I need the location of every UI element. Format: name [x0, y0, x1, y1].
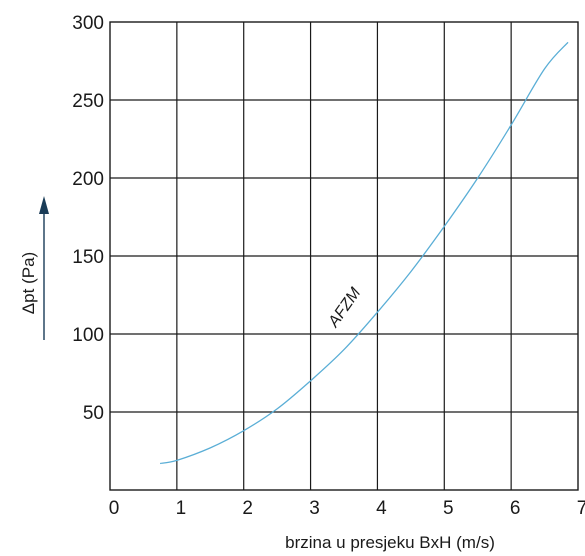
x-tick-label: 4 — [376, 498, 387, 519]
y-tick-label: 250 — [72, 91, 104, 112]
x-tick-label: 6 — [510, 498, 521, 519]
series-line-afzm — [159, 41, 569, 465]
x-tick-label: 7 — [577, 498, 585, 519]
y-axis-title: Δpt (Pa) — [19, 252, 38, 314]
x-tick-label: 1 — [176, 498, 187, 519]
x-tick-label: 3 — [309, 498, 320, 519]
x-tick-label: 0 — [109, 498, 120, 519]
x-tick-label: 5 — [443, 498, 454, 519]
y-tick-label: 300 — [72, 13, 104, 34]
y-tick-label: 200 — [72, 169, 104, 190]
y-tick-label: 150 — [72, 247, 104, 268]
series-label-afzm: AFZM — [325, 284, 365, 331]
y-tick-label: 50 — [83, 403, 104, 424]
x-axis-title: brzina u presjeku BxH (m/s) — [285, 533, 495, 552]
x-tick-label: 2 — [242, 498, 253, 519]
plot-frame — [109, 21, 579, 491]
y-tick-label: 100 — [72, 325, 104, 346]
tick-labels: 0 1 2 3 4 5 6 7 50 100 150 200 250 300 — [72, 13, 585, 519]
y-axis-arrowhead — [39, 196, 49, 214]
grid — [110, 22, 578, 490]
